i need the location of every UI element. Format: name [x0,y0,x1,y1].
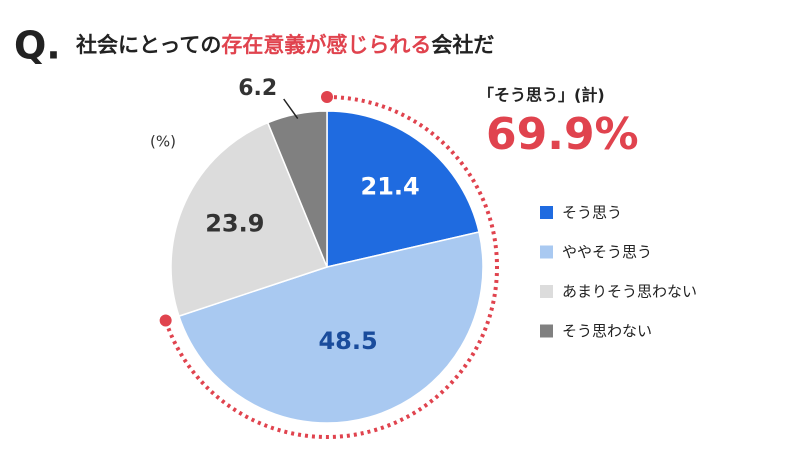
total-label: 「そう思う」(計) [478,86,605,105]
title-part: 会社だ [431,33,494,57]
title-highlight: 存在意義が感じられる [221,33,431,57]
pie-slice [326,110,480,268]
value-label: 21.4 [361,173,420,201]
leader-line [283,98,299,119]
question-mark: Q. [14,24,61,68]
value-label: 48.5 [318,327,377,355]
legend-swatch [540,206,553,219]
chart-title: 社会にとっての存在意義が感じられる会社だ [75,33,494,57]
total-value: 69.9% [486,109,639,160]
value-label: 6.2 [238,76,277,101]
pie-slice [177,231,484,424]
legend-swatch [540,324,553,338]
pie-slice [170,121,328,318]
pie-slice [266,110,328,268]
legend-label: そう思わない [562,322,652,340]
legend-label: あまりそう思わない [562,283,697,301]
legend-swatch [540,285,553,298]
title-part: 社会にとっての [75,33,221,57]
value-label: 23.9 [205,210,264,238]
arc-end [159,314,172,327]
legend-swatch [540,245,553,259]
unit-label: (%) [150,133,176,151]
arc-end [321,91,333,103]
legend-label: そう思う [562,204,622,222]
legend-label: ややそう思う [562,243,652,261]
total-arc [163,95,499,439]
